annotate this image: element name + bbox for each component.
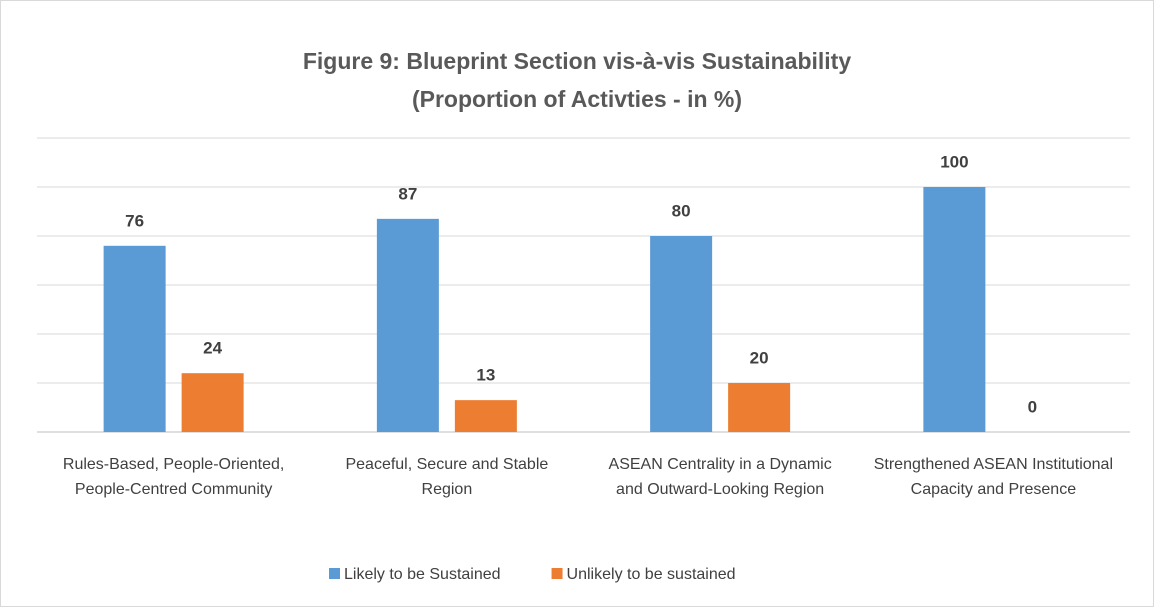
value-label: 13	[476, 366, 495, 385]
value-label: 87	[398, 184, 417, 203]
legend-swatch	[329, 568, 340, 579]
value-label: 80	[672, 201, 691, 220]
bar	[650, 236, 713, 432]
chart-title: Figure 9: Blueprint Section vis-à-vis Su…	[302, 48, 852, 112]
value-label: 20	[750, 348, 769, 367]
legend-label: Unlikely to be sustained	[567, 566, 736, 583]
x-tick-label: ASEAN Centrality in a Dynamic and Outwar…	[608, 456, 832, 498]
value-label: 76	[125, 211, 144, 230]
value-label: 100	[940, 152, 968, 171]
value-label: 0	[1028, 397, 1037, 416]
x-tick-label: Peaceful, Secure and Stable Region	[345, 456, 549, 498]
bar	[103, 245, 166, 432]
bar	[181, 373, 244, 432]
x-tick-label: Rules-Based, People-Oriented, People-Cen…	[62, 456, 285, 498]
legend-swatch	[551, 568, 563, 579]
bar	[376, 218, 439, 432]
legend-label: Likely to be Sustained	[344, 566, 501, 583]
bar	[923, 187, 986, 432]
bar	[454, 400, 517, 432]
x-tick-label: Strengthened ASEAN Institutional Capacit…	[873, 456, 1113, 498]
value-label: 24	[203, 339, 222, 358]
bar	[728, 383, 791, 432]
